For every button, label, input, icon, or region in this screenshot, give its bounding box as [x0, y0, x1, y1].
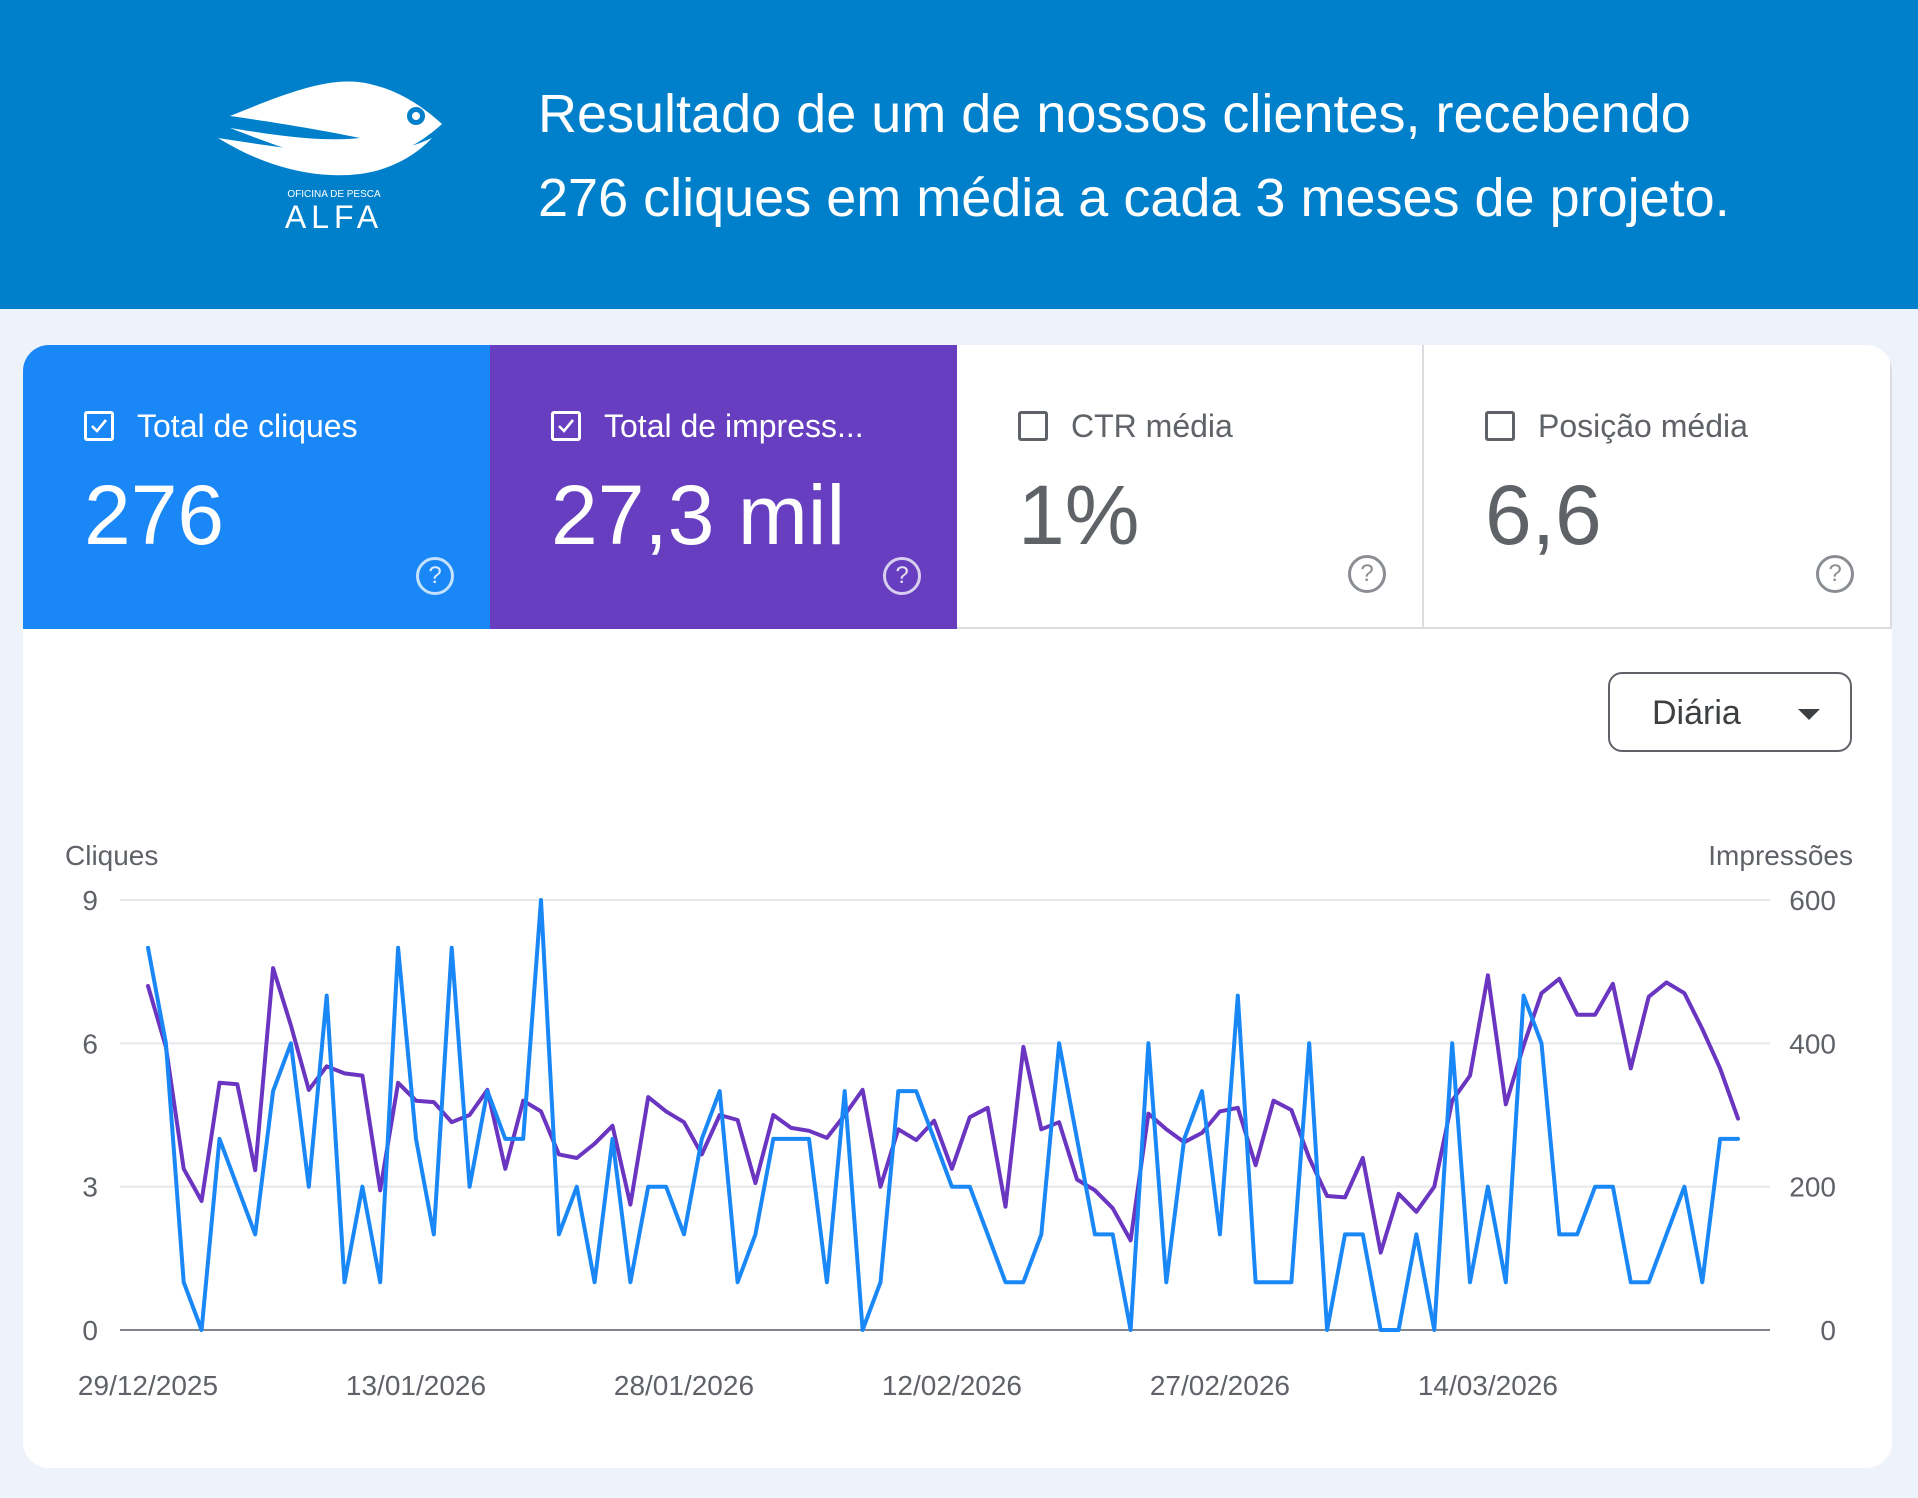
performance-card: Total de cliques 276 ? Total de impress.… — [23, 345, 1892, 1468]
metric-label: Total de impress... — [604, 408, 864, 444]
checkbox-checked-icon[interactable] — [84, 411, 114, 441]
metric-label: Total de cliques — [137, 408, 358, 444]
help-icon[interactable]: ? — [1348, 555, 1386, 593]
metric-value: 6,6 — [1485, 468, 1602, 562]
metric-average-position[interactable]: Posição média 6,6 ? — [1424, 345, 1892, 629]
granularity-dropdown[interactable]: Diária — [1608, 672, 1852, 752]
brand-small-text: OFICINA DE PESCA — [287, 189, 381, 200]
metric-average-ctr[interactable]: CTR média 1% ? — [957, 345, 1424, 629]
metric-total-impressions[interactable]: Total de impress... 27,3 mil ? — [490, 345, 957, 629]
checkbox-checked-icon[interactable] — [551, 411, 581, 441]
help-icon[interactable]: ? — [416, 557, 454, 595]
header-banner: OFICINA DE PESCA ALFA Resultado de um de… — [0, 0, 1918, 309]
brand-logo: OFICINA DE PESCA ALFA — [210, 76, 450, 236]
headline-line-1: Resultado de um de nossos clientes, rece… — [538, 84, 1691, 144]
metric-value: 1% — [1018, 468, 1140, 562]
granularity-selected: Diária — [1652, 694, 1741, 732]
metric-total-clicks[interactable]: Total de cliques 276 ? — [23, 345, 490, 629]
headline-line-2: 276 cliques em média a cada 3 meses de p… — [538, 168, 1730, 228]
banner-headline: Resultado de um de nossos clientes, rece… — [538, 72, 1878, 240]
checkbox-unchecked-icon[interactable] — [1485, 411, 1515, 441]
help-icon[interactable]: ? — [1816, 555, 1854, 593]
metric-tabs: Total de cliques 276 ? Total de impress.… — [23, 345, 1892, 629]
metric-value: 27,3 mil — [551, 468, 846, 562]
metric-label: Posição média — [1538, 408, 1748, 444]
help-icon[interactable]: ? — [883, 557, 921, 595]
metric-label: CTR média — [1071, 408, 1233, 444]
brand-name-text: ALFA — [285, 199, 383, 235]
caret-down-icon — [1798, 709, 1820, 720]
checkbox-unchecked-icon[interactable] — [1018, 411, 1048, 441]
metric-value: 276 — [84, 468, 225, 562]
fish-logo-icon: OFICINA DE PESCA ALFA — [218, 81, 442, 235]
